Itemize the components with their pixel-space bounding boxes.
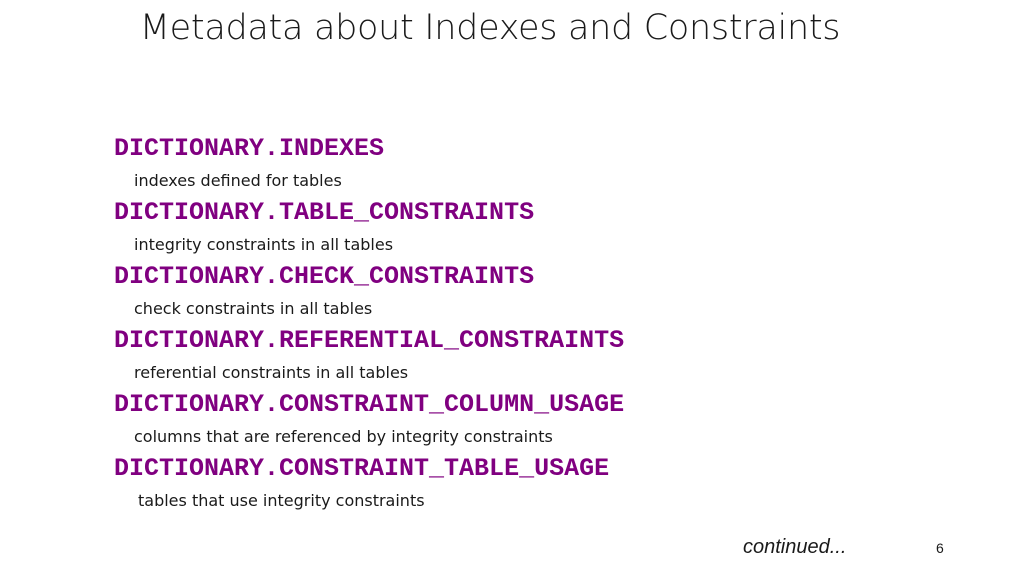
entry-name: DICTIONARY.REFERENTIAL_CONSTRAINTS — [114, 325, 914, 357]
entry-description: columns that are referenced by integrity… — [114, 420, 914, 453]
list-item: DICTIONARY.CONSTRAINT_COLUMN_USAGE colum… — [114, 389, 914, 453]
entry-description: check constraints in all tables — [114, 292, 914, 325]
entry-description: indexes defined for tables — [114, 164, 914, 197]
entry-name: DICTIONARY.CHECK_CONSTRAINTS — [114, 261, 914, 293]
list-item: DICTIONARY.TABLE_CONSTRAINTS integrity c… — [114, 197, 914, 261]
list-item: DICTIONARY.CONSTRAINT_TABLE_USAGE tables… — [114, 453, 914, 517]
page-number: 6 — [936, 540, 944, 556]
entry-name: DICTIONARY.TABLE_CONSTRAINTS — [114, 197, 914, 229]
entry-list: DICTIONARY.INDEXES indexes defined for t… — [114, 133, 914, 517]
entry-name: DICTIONARY.CONSTRAINT_COLUMN_USAGE — [114, 389, 914, 421]
list-item: DICTIONARY.CHECK_CONSTRAINTS check const… — [114, 261, 914, 325]
continued-note: continued... — [743, 536, 846, 559]
slide-title: Metadata about Indexes and Constraints — [0, 4, 980, 52]
entry-name: DICTIONARY.CONSTRAINT_TABLE_USAGE — [114, 453, 914, 485]
entry-description: tables that use integrity constraints — [114, 484, 914, 517]
entry-name: DICTIONARY.INDEXES — [114, 133, 914, 165]
list-item: DICTIONARY.INDEXES indexes defined for t… — [114, 133, 914, 197]
list-item: DICTIONARY.REFERENTIAL_CONSTRAINTS refer… — [114, 325, 914, 389]
entry-description: referential constraints in all tables — [114, 356, 914, 389]
entry-description: integrity constraints in all tables — [114, 228, 914, 261]
